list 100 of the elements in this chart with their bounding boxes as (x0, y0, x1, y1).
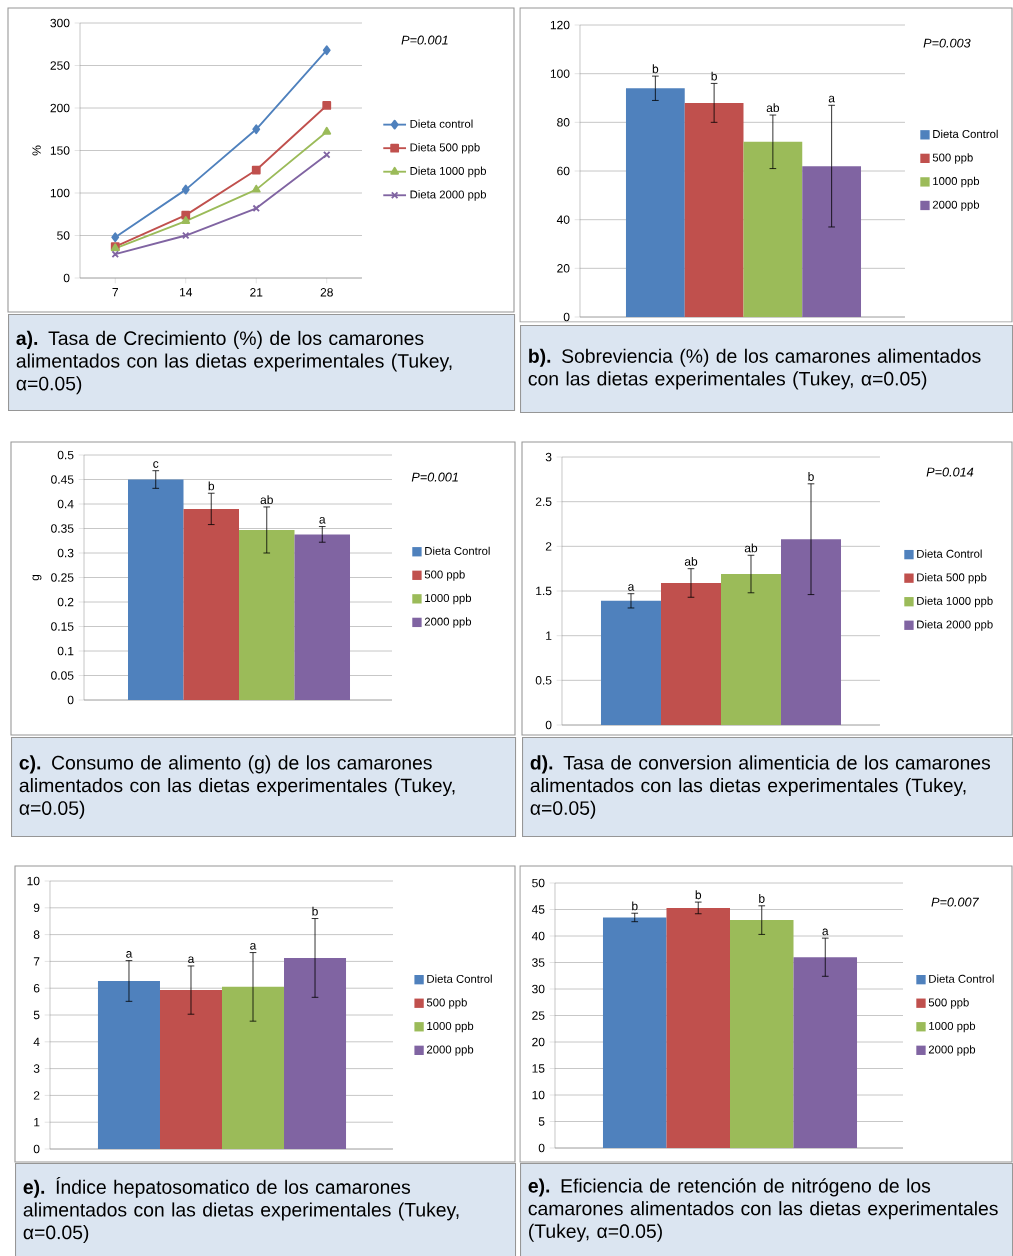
legend-label: 2000 ppb (932, 200, 980, 211)
y-tick-label: 6 (33, 983, 40, 993)
annotation: b (652, 64, 659, 74)
y-tick-label: 0.25 (51, 573, 74, 582)
y-axis-title: % (32, 145, 41, 156)
annotation: a (628, 584, 635, 591)
y-tick-label: 40 (531, 931, 545, 941)
y-tick-label: 150 (50, 146, 70, 155)
y-tick-label: 20 (532, 1037, 545, 1047)
y-tick-label: 0.5 (57, 450, 74, 460)
x-tick-label: 21 (250, 288, 263, 297)
legend-label: Dieta Control (933, 129, 998, 139)
legend-label: 1000 ppb (929, 1021, 976, 1033)
y-tick-label: 3 (545, 452, 552, 462)
y-tick-label: 2 (33, 1091, 40, 1100)
y-tick-label: 0.2 (57, 597, 74, 607)
y-tick-label: 0.4 (57, 499, 74, 509)
y-tick-label: 0.15 (51, 622, 74, 631)
legend-label: Dieta Control (427, 974, 492, 983)
legend-label: Dieta Control (425, 546, 490, 555)
y-tick-label: 2.5 (535, 497, 552, 506)
y-tick-label: 40 (556, 215, 570, 224)
y-tick-label: 0.5 (535, 676, 552, 685)
annotation: ab (684, 556, 698, 566)
text: d). Tasa de conversion alimenticia de los camarones alimentados con las dietas experimentales (Tukey, α=0.05) (530, 755, 991, 819)
annotation: a (828, 95, 835, 103)
legend-label: Dieta 500 ppb (410, 143, 480, 154)
annotation: a (250, 943, 257, 950)
y-tick-label: 0 (67, 695, 74, 705)
x-tick-label: 28 (320, 288, 333, 297)
text: c). Consumo de alimento (g) de los camarones alimentados con las dietas experimentales (Tukey, α=0.05) (19, 755, 455, 819)
y-tick-label: 20 (557, 264, 570, 273)
legend-label: Dieta Control (929, 974, 994, 983)
y-tick-label: 1.5 (536, 586, 552, 596)
y-tick-label: 100 (50, 188, 70, 198)
legend-label: 2000 ppb (424, 617, 472, 628)
y-tick-label: 7 (33, 957, 40, 966)
annotation: b (808, 472, 814, 481)
annotation: b (695, 890, 702, 900)
y-tick-label: 1 (34, 1118, 40, 1127)
annotation: b (759, 894, 765, 903)
annotation: a (126, 951, 133, 958)
y-tick-label: 10 (27, 876, 40, 886)
legend-label: Dieta Control (917, 549, 982, 558)
legend-label: 1000 ppb (427, 1021, 474, 1033)
x-tick-label: 14 (179, 288, 193, 297)
y-tick-label: 45 (531, 905, 545, 914)
y-tick-label: 9 (33, 903, 40, 913)
y-tick-label: 0 (545, 720, 552, 730)
text: e). Eficiencia de retención de nitrógeno de los camarones alimentados con las dietas experimentales (Tukey, α=0.05) (528, 1178, 998, 1242)
y-tick-label: 0.3 (57, 548, 74, 558)
text: b). Sobreviencia (%) de los camarones alimentados con las dietas experimentales (Tukey, α=0.05) (528, 348, 981, 390)
y-tick-label: 50 (57, 231, 70, 240)
y-axis-title: g (32, 574, 42, 581)
legend-label: 1000 ppb (425, 593, 472, 605)
y-tick-label: 10 (532, 1090, 545, 1100)
text: e). Índice hepatosomatico de los camarones alimentados con las dietas experimentales (Tukey, α=0.05) (23, 1176, 459, 1244)
y-tick-label: 0 (538, 1143, 545, 1153)
y-tick-label: 0 (33, 1144, 40, 1154)
text: P=0.001 (411, 472, 458, 482)
legend-label: 500 ppb (932, 153, 973, 164)
legend-label: 500 ppb (928, 998, 969, 1009)
annotation: a (188, 956, 195, 964)
y-tick-label: 4 (33, 1037, 40, 1046)
y-tick-label: 25 (532, 1011, 545, 1020)
text: P=0.007 (931, 897, 980, 907)
legend-label: Dieta 1000 ppb (917, 596, 993, 608)
y-tick-label: 5 (538, 1117, 545, 1126)
legend-label: Dieta control (410, 119, 473, 128)
y-tick-label: 0.35 (51, 524, 74, 533)
annotation: b (208, 481, 215, 491)
legend-label: 2000 ppb (928, 1045, 976, 1056)
annotation: b (312, 906, 318, 916)
annotation: ab (744, 543, 758, 553)
y-tick-label: 0 (63, 273, 70, 283)
legend-label: Dieta 2000 ppb (410, 190, 487, 201)
annotation: c (153, 461, 159, 468)
y-tick-label: 50 (532, 878, 545, 888)
text: a). Tasa de Crecimiento (%) de los camarones alimentados con las dietas experimentales (Tukey, α=0.05) (16, 330, 452, 395)
y-tick-label: 3 (33, 1064, 40, 1073)
y-tick-label: 0.1 (57, 646, 74, 656)
y-tick-label: 5 (33, 1010, 40, 1020)
y-tick-label: 120 (550, 20, 570, 30)
legend-label: Dieta 1000 ppb (410, 166, 487, 178)
y-tick-label: 2 (545, 542, 552, 551)
y-tick-label: 0.05 (51, 671, 74, 680)
legend-label: 2000 ppb (426, 1045, 474, 1056)
y-tick-label: 60 (557, 166, 570, 176)
annotation: ab (260, 495, 273, 505)
annotation: b (711, 71, 717, 81)
y-tick-label: 80 (557, 118, 570, 127)
y-tick-label: 250 (50, 61, 70, 70)
annotation: a (822, 928, 829, 936)
y-tick-label: 15 (532, 1064, 545, 1073)
text: P=0.001 (401, 35, 448, 45)
annotation: b (632, 901, 638, 911)
y-tick-label: 1 (546, 631, 552, 640)
y-tick-label: 300 (50, 18, 70, 28)
annotation: a (319, 517, 326, 524)
legend-label: Dieta 2000 ppb (917, 620, 993, 631)
